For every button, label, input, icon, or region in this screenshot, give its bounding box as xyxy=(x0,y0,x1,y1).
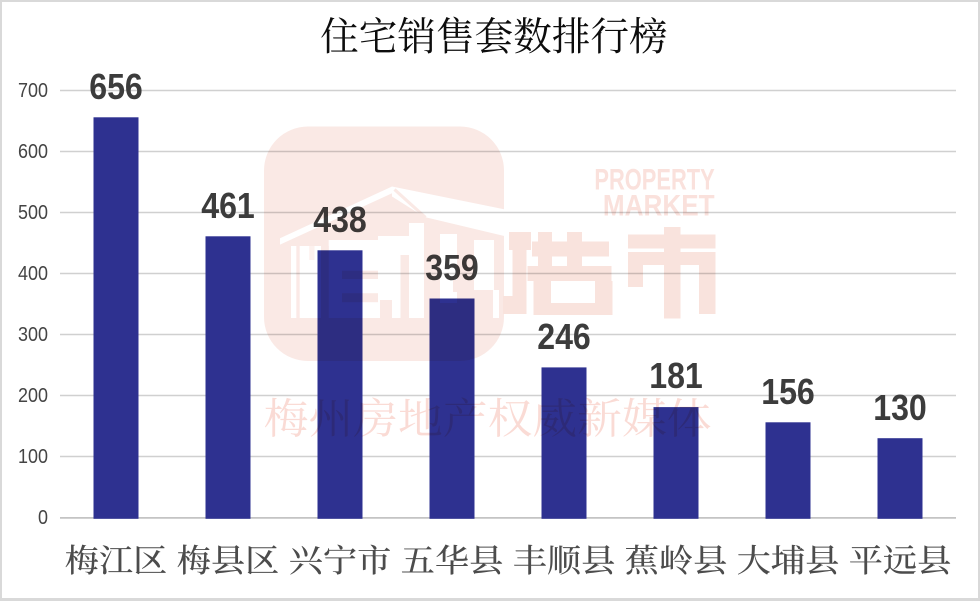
svg-text:MARKET: MARKET xyxy=(603,190,715,223)
svg-text:PROPERTY: PROPERTY xyxy=(594,164,715,197)
